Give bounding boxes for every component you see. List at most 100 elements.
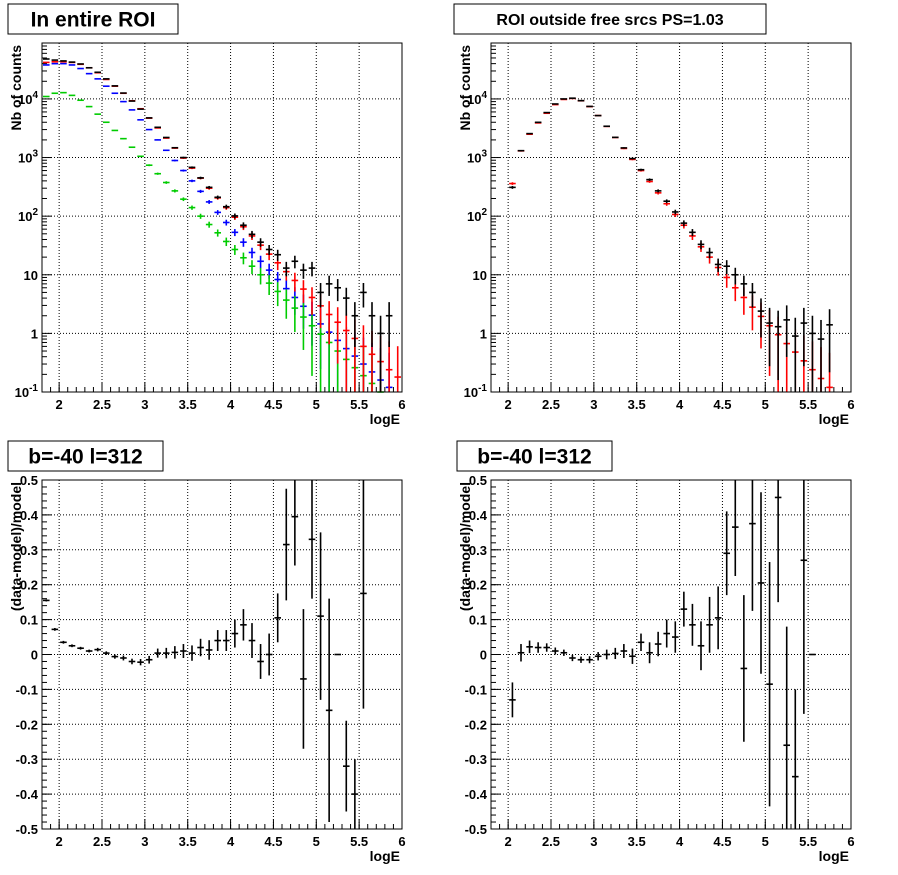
y-tick-label: 1 xyxy=(480,326,487,341)
y-tick-label: 104 xyxy=(467,90,487,107)
data-point xyxy=(740,275,748,296)
data-point xyxy=(257,255,264,269)
data-point xyxy=(68,644,76,648)
data-point xyxy=(197,213,204,219)
x-tick-label: 5 xyxy=(762,397,769,412)
data-point xyxy=(603,649,610,660)
data-point xyxy=(103,121,110,124)
data-point xyxy=(240,252,247,265)
plot-area xyxy=(491,43,851,392)
y-tick-label: 102 xyxy=(18,207,38,224)
y-tick-label: 10-1 xyxy=(15,383,39,400)
data-point xyxy=(325,598,333,823)
y-tick-label: 0.2 xyxy=(20,578,38,593)
data-point xyxy=(680,220,688,227)
data-point xyxy=(214,630,221,652)
data-point xyxy=(543,111,550,114)
data-point xyxy=(43,599,50,602)
data-point xyxy=(594,114,602,117)
plot-area xyxy=(42,43,402,392)
data-point xyxy=(826,309,833,373)
data-point xyxy=(783,305,790,357)
data-point xyxy=(560,649,568,656)
x-axis-label: logE xyxy=(370,848,400,864)
data-point xyxy=(560,98,568,100)
data-point xyxy=(351,759,359,829)
x-tick-label: 3.5 xyxy=(179,397,197,412)
data-point xyxy=(283,261,290,277)
data-point xyxy=(197,176,204,180)
x-tick-label: 5 xyxy=(313,397,320,412)
x-tick-label: 5.5 xyxy=(799,397,817,412)
x-tick-label: 3.5 xyxy=(179,834,197,849)
chart-title: b=-40 l=312 xyxy=(477,446,591,469)
data-point xyxy=(308,287,316,315)
data-point xyxy=(749,283,756,308)
x-tick-label: 4.5 xyxy=(264,397,282,412)
data-point xyxy=(637,168,645,171)
data-point xyxy=(620,147,628,149)
x-tick-label: 3 xyxy=(590,397,597,412)
data-point xyxy=(111,129,119,132)
y-tick-label: 10 xyxy=(24,268,38,283)
data-point xyxy=(603,125,610,128)
data-point xyxy=(120,100,127,103)
x-tick-label: 2.5 xyxy=(542,834,560,849)
y-tick-label: -0.1 xyxy=(465,682,487,697)
data-point xyxy=(240,238,247,247)
data-point xyxy=(663,619,670,648)
data-point xyxy=(629,648,636,664)
data-point xyxy=(120,655,127,661)
data-point xyxy=(360,283,367,308)
title-box xyxy=(7,3,179,35)
data-point xyxy=(51,627,59,631)
x-tick-label: 4 xyxy=(227,834,235,849)
data-point xyxy=(291,296,299,332)
data-point xyxy=(214,210,221,215)
y-tick-label: -0.4 xyxy=(465,787,488,802)
data-point xyxy=(774,310,782,381)
x-tick-label: 5.5 xyxy=(350,834,368,849)
x-tick-label: 3 xyxy=(141,834,148,849)
data-point xyxy=(154,126,161,129)
data-point xyxy=(385,302,393,347)
data-point xyxy=(94,647,101,652)
data-point xyxy=(809,315,816,392)
data-point xyxy=(274,593,281,643)
data-point xyxy=(128,109,136,111)
data-point xyxy=(749,480,756,611)
y-tick-label: 0 xyxy=(31,648,38,663)
data-point xyxy=(145,164,153,167)
x-axis: 2 2.5 3 3.5 4 4.5 5 5.5 6 xyxy=(41,43,406,412)
x-tick-label: 2 xyxy=(56,397,63,412)
data-point xyxy=(706,596,713,653)
title-box xyxy=(7,440,164,472)
data-point xyxy=(274,282,281,307)
data-point xyxy=(800,307,808,367)
y-tick-label: 0.3 xyxy=(20,543,38,558)
data-point xyxy=(223,219,230,226)
x-tick-label: 2 xyxy=(505,834,512,849)
data-point xyxy=(171,159,179,162)
data-point xyxy=(526,132,533,135)
data-point xyxy=(343,287,350,316)
data-point xyxy=(163,647,170,659)
y-axis-label: Nb of counts xyxy=(457,45,473,131)
data-point xyxy=(646,642,653,664)
data-point xyxy=(689,603,696,646)
data-point xyxy=(552,647,559,655)
data-point xyxy=(672,209,679,215)
x-tick-label: 6 xyxy=(847,834,854,849)
data-point xyxy=(774,480,782,603)
data-point xyxy=(283,289,290,319)
data-point xyxy=(188,179,196,183)
y-tick-label: -0.5 xyxy=(465,822,487,837)
data-point xyxy=(300,303,307,350)
y-tick-label: -0.2 xyxy=(465,717,487,732)
data-point xyxy=(128,146,136,149)
data-point xyxy=(732,267,739,285)
data-point xyxy=(526,640,533,654)
data-point xyxy=(214,229,221,237)
data-point xyxy=(680,591,688,627)
data-point xyxy=(197,638,204,657)
